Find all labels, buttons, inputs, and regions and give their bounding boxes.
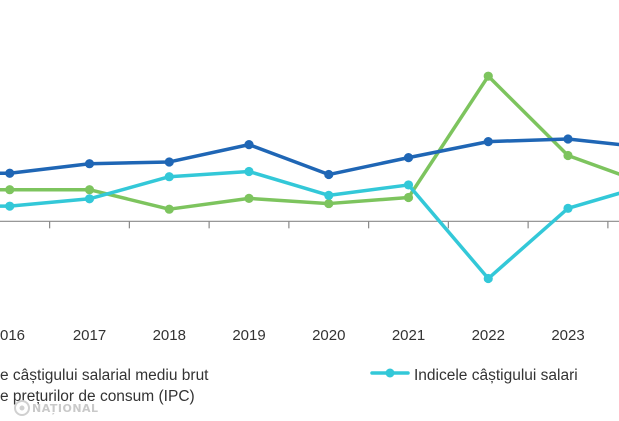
legend-marker-dot-real-wage — [385, 368, 395, 378]
data-point — [164, 157, 174, 167]
watermark-logo-icon — [14, 400, 30, 416]
data-point — [5, 185, 15, 195]
data-point — [84, 194, 95, 204]
x-tick-label: 016 — [0, 327, 25, 344]
watermark-text: NAȚIONAL — [32, 402, 99, 415]
data-point — [563, 203, 573, 213]
data-point — [164, 204, 174, 214]
legend-label-gross-wage: e câștigului salarial mediu brut — [0, 367, 209, 384]
series-group — [0, 71, 619, 214]
data-point — [164, 172, 174, 182]
legend-label-cpi: e prețurilor de consum (IPC) — [0, 388, 195, 405]
series-line — [0, 169, 619, 281]
watermark: NAȚIONAL — [14, 400, 99, 416]
series-group — [0, 134, 619, 180]
series-line — [0, 137, 619, 177]
data-point — [244, 140, 254, 150]
data-point — [403, 153, 414, 163]
series-group — [0, 166, 619, 284]
data-point — [324, 169, 334, 180]
data-point — [324, 190, 334, 200]
x-axis-ticks — [49, 221, 609, 229]
data-point — [5, 168, 15, 178]
x-tick-label: 2023 — [551, 327, 584, 344]
data-point — [483, 71, 493, 81]
data-point — [563, 150, 573, 161]
data-point — [5, 201, 15, 211]
data-point — [483, 137, 493, 147]
data-point — [84, 159, 95, 169]
x-tick-label: 2020 — [312, 327, 345, 344]
legend-label-real-wage: Indicele câștigului salari — [414, 367, 578, 384]
x-tick-label: 2017 — [73, 327, 106, 344]
data-point — [483, 273, 493, 284]
data-point — [324, 198, 334, 209]
x-tick-label: 2019 — [232, 327, 265, 344]
data-point — [244, 166, 254, 177]
x-tick-label: 2021 — [392, 327, 425, 344]
x-tick-label: 2022 — [472, 327, 505, 344]
legend: e câștigului salarial mediu brut e prețu… — [0, 367, 578, 405]
data-point — [563, 134, 573, 144]
data-point — [84, 185, 95, 195]
x-axis-tick-labels: 016 2017 2018 2019 2020 2021 2022 2023 — [0, 327, 585, 344]
series-line — [0, 74, 619, 211]
x-tick-label: 2018 — [153, 327, 186, 344]
data-point — [244, 193, 254, 203]
series-layer — [0, 71, 619, 284]
data-point — [403, 192, 414, 203]
data-point — [403, 180, 414, 190]
